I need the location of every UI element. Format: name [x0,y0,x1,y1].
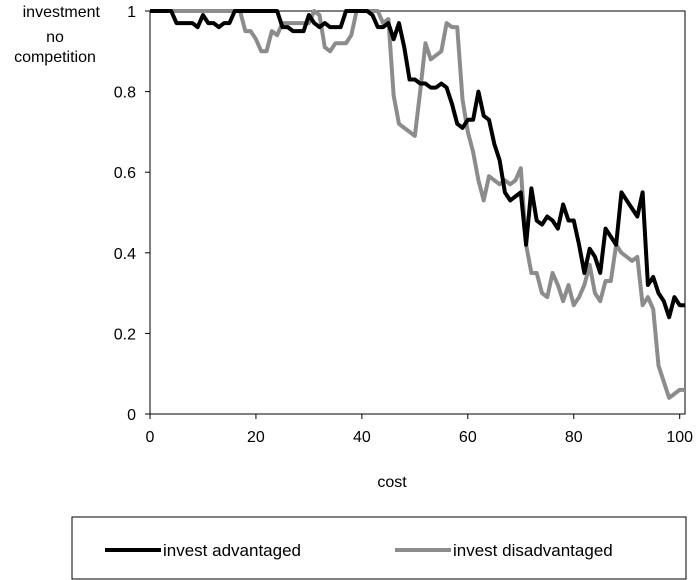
y-tick-label: 0.2 [114,326,136,343]
x-tick-label: 40 [353,429,371,446]
x-tick-label: 0 [146,429,155,446]
y-tick-label: 0.8 [114,85,136,102]
series-line-invest-advantaged [150,9,685,320]
y-axis-title-line-2: no [46,29,64,46]
y-axis-title: investment no competition [14,4,100,66]
y-axis-title-line-1: investment [23,4,101,21]
x-axis-title: cost [377,474,407,491]
y-axis: 0 0.2 0.4 0.6 0.8 1 [114,4,150,424]
legend-label-advantaged: invest advantaged [163,541,301,560]
x-axis: 0 20 40 60 80 100 [146,414,693,446]
legend-label-disadvantaged: invest disadvantaged [453,541,613,560]
y-tick-label: 0 [127,407,136,424]
y-axis-title-line-3: competition [14,49,96,66]
x-tick-label: 100 [666,429,693,446]
legend-frame [71,516,687,580]
series-layer [150,9,685,400]
y-tick-label: 0.6 [114,165,136,182]
y-tick-label: 1 [127,4,136,21]
x-tick-label: 20 [247,429,265,446]
legend: invest advantaged invest disadvantaged [71,516,687,580]
x-tick-label: 60 [459,429,477,446]
plot-frame [149,10,686,415]
y-tick-label: 0.4 [114,246,136,263]
x-tick-label: 80 [565,429,583,446]
plot-area [149,10,686,415]
